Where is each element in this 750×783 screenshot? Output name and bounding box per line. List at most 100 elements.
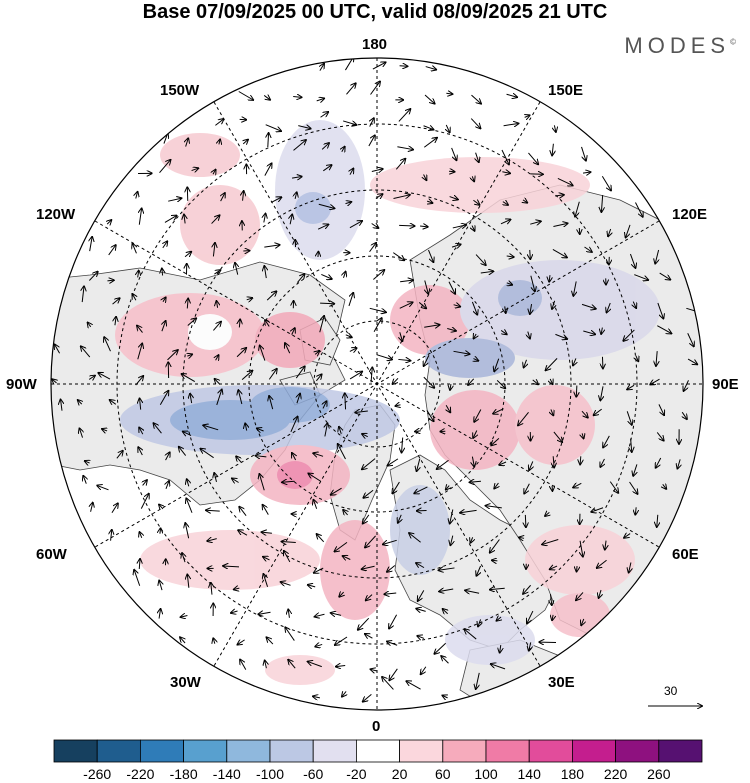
wind-vector: [257, 428, 264, 431]
wind-vector: [182, 374, 196, 383]
wind-vector: [136, 192, 138, 199]
meridian-label-60w: 60W: [36, 546, 67, 563]
wind-vector: [313, 453, 324, 456]
wind-vector: [345, 202, 351, 204]
wind-vector: [576, 385, 577, 397]
wind-vector: [471, 94, 481, 104]
wind-vector: [317, 224, 328, 230]
wind-vector: [398, 109, 410, 122]
wind-vector: [168, 198, 181, 201]
wind-vector: [269, 396, 273, 410]
wind-vector: [88, 376, 95, 380]
wind-vector: [446, 486, 449, 490]
wind-vector: [395, 159, 405, 170]
wind-vector: [285, 343, 291, 354]
wind-vector: [132, 294, 136, 301]
wind-vector: [636, 356, 638, 362]
wind-vector: [139, 208, 141, 225]
wind-vector: [575, 201, 580, 217]
wind-vector: [473, 359, 478, 361]
wind-vector: [264, 266, 266, 279]
wind-vector: [342, 691, 346, 696]
wind-vector: [348, 293, 353, 307]
wind-vector: [518, 412, 529, 425]
wind-vector: [371, 169, 383, 172]
wind-vector: [496, 380, 505, 388]
wind-vector: [88, 323, 91, 327]
colorbar-swatch: [658, 739, 703, 763]
wind-vector: [554, 125, 555, 132]
wind-vector: [369, 243, 377, 253]
wind-vector: [398, 514, 401, 523]
wind-vector: [215, 379, 221, 385]
wind-vector: [116, 451, 123, 459]
meridian-label-120e: 120E: [672, 206, 708, 223]
wind-vector: [159, 581, 162, 591]
wind-vector: [573, 281, 576, 295]
wind-vector: [239, 507, 247, 516]
wind-vector: [557, 178, 573, 185]
wind-vector: [389, 668, 398, 680]
wind-vector: [78, 400, 82, 404]
wind-vector: [331, 613, 342, 615]
wind-vector: [111, 503, 118, 514]
wind-vector: [470, 118, 480, 129]
wind-vector: [657, 302, 663, 318]
wind-vector: [633, 464, 637, 475]
wind-vector: [231, 611, 238, 613]
wind-vector: [501, 149, 509, 164]
wind-vector: [240, 660, 247, 670]
wind-vector: [325, 423, 328, 437]
wind-vector: [392, 481, 400, 493]
wind-vector: [370, 118, 374, 127]
wind-vector: [234, 588, 240, 589]
wind-vector: [476, 152, 479, 162]
wind-vector: [139, 532, 141, 539]
wind-vector: [382, 677, 394, 690]
wind-vector: [656, 351, 657, 366]
wind-vector: [580, 540, 583, 557]
colorbar-swatch: [572, 739, 617, 763]
wind-vector: [373, 270, 384, 280]
wind-vector: [400, 280, 413, 282]
wind-vector: [480, 271, 494, 273]
colorbar-swatch: [269, 739, 314, 763]
wind-vector: [449, 197, 458, 200]
wind-vector: [349, 348, 357, 351]
wind-vector: [339, 592, 343, 597]
wind-vector: [343, 510, 348, 515]
wind-vector: [687, 333, 694, 346]
wind-vector: [476, 672, 480, 689]
wind-vector: [265, 320, 269, 327]
wind-vector: [376, 354, 392, 360]
meridian-label-90w: 90W: [6, 376, 37, 393]
wind-vector: [132, 244, 136, 254]
wind-vector: [162, 269, 163, 276]
wind-vector: [297, 394, 300, 404]
wind-vector: [264, 245, 279, 247]
wind-vector: [315, 374, 321, 382]
colorbar-tick-label: -180: [169, 766, 198, 782]
wind-vector: [499, 462, 507, 465]
wind-vector: [263, 505, 269, 515]
wind-vector: [266, 291, 276, 301]
wind-vector: [290, 215, 292, 225]
colorbar-swatch: [399, 739, 444, 763]
wind-vector: [159, 505, 163, 509]
wind-vector: [573, 483, 582, 487]
wind-vector: [447, 329, 456, 331]
wind-vector: [247, 298, 253, 300]
wind-vector: [600, 458, 604, 467]
wind-vector: [211, 215, 220, 224]
wind-vector: [264, 163, 272, 176]
wind-vector: [629, 562, 631, 572]
wind-vector: [446, 93, 452, 94]
wind-vector: [533, 380, 538, 384]
wind-vector: [500, 330, 507, 334]
wind-vector: [552, 615, 553, 620]
wind-vector: [313, 696, 321, 697]
colorbar: [53, 739, 703, 763]
wind-vector: [236, 456, 241, 463]
wind-vector: [362, 566, 375, 569]
wind-vector: [635, 202, 642, 217]
